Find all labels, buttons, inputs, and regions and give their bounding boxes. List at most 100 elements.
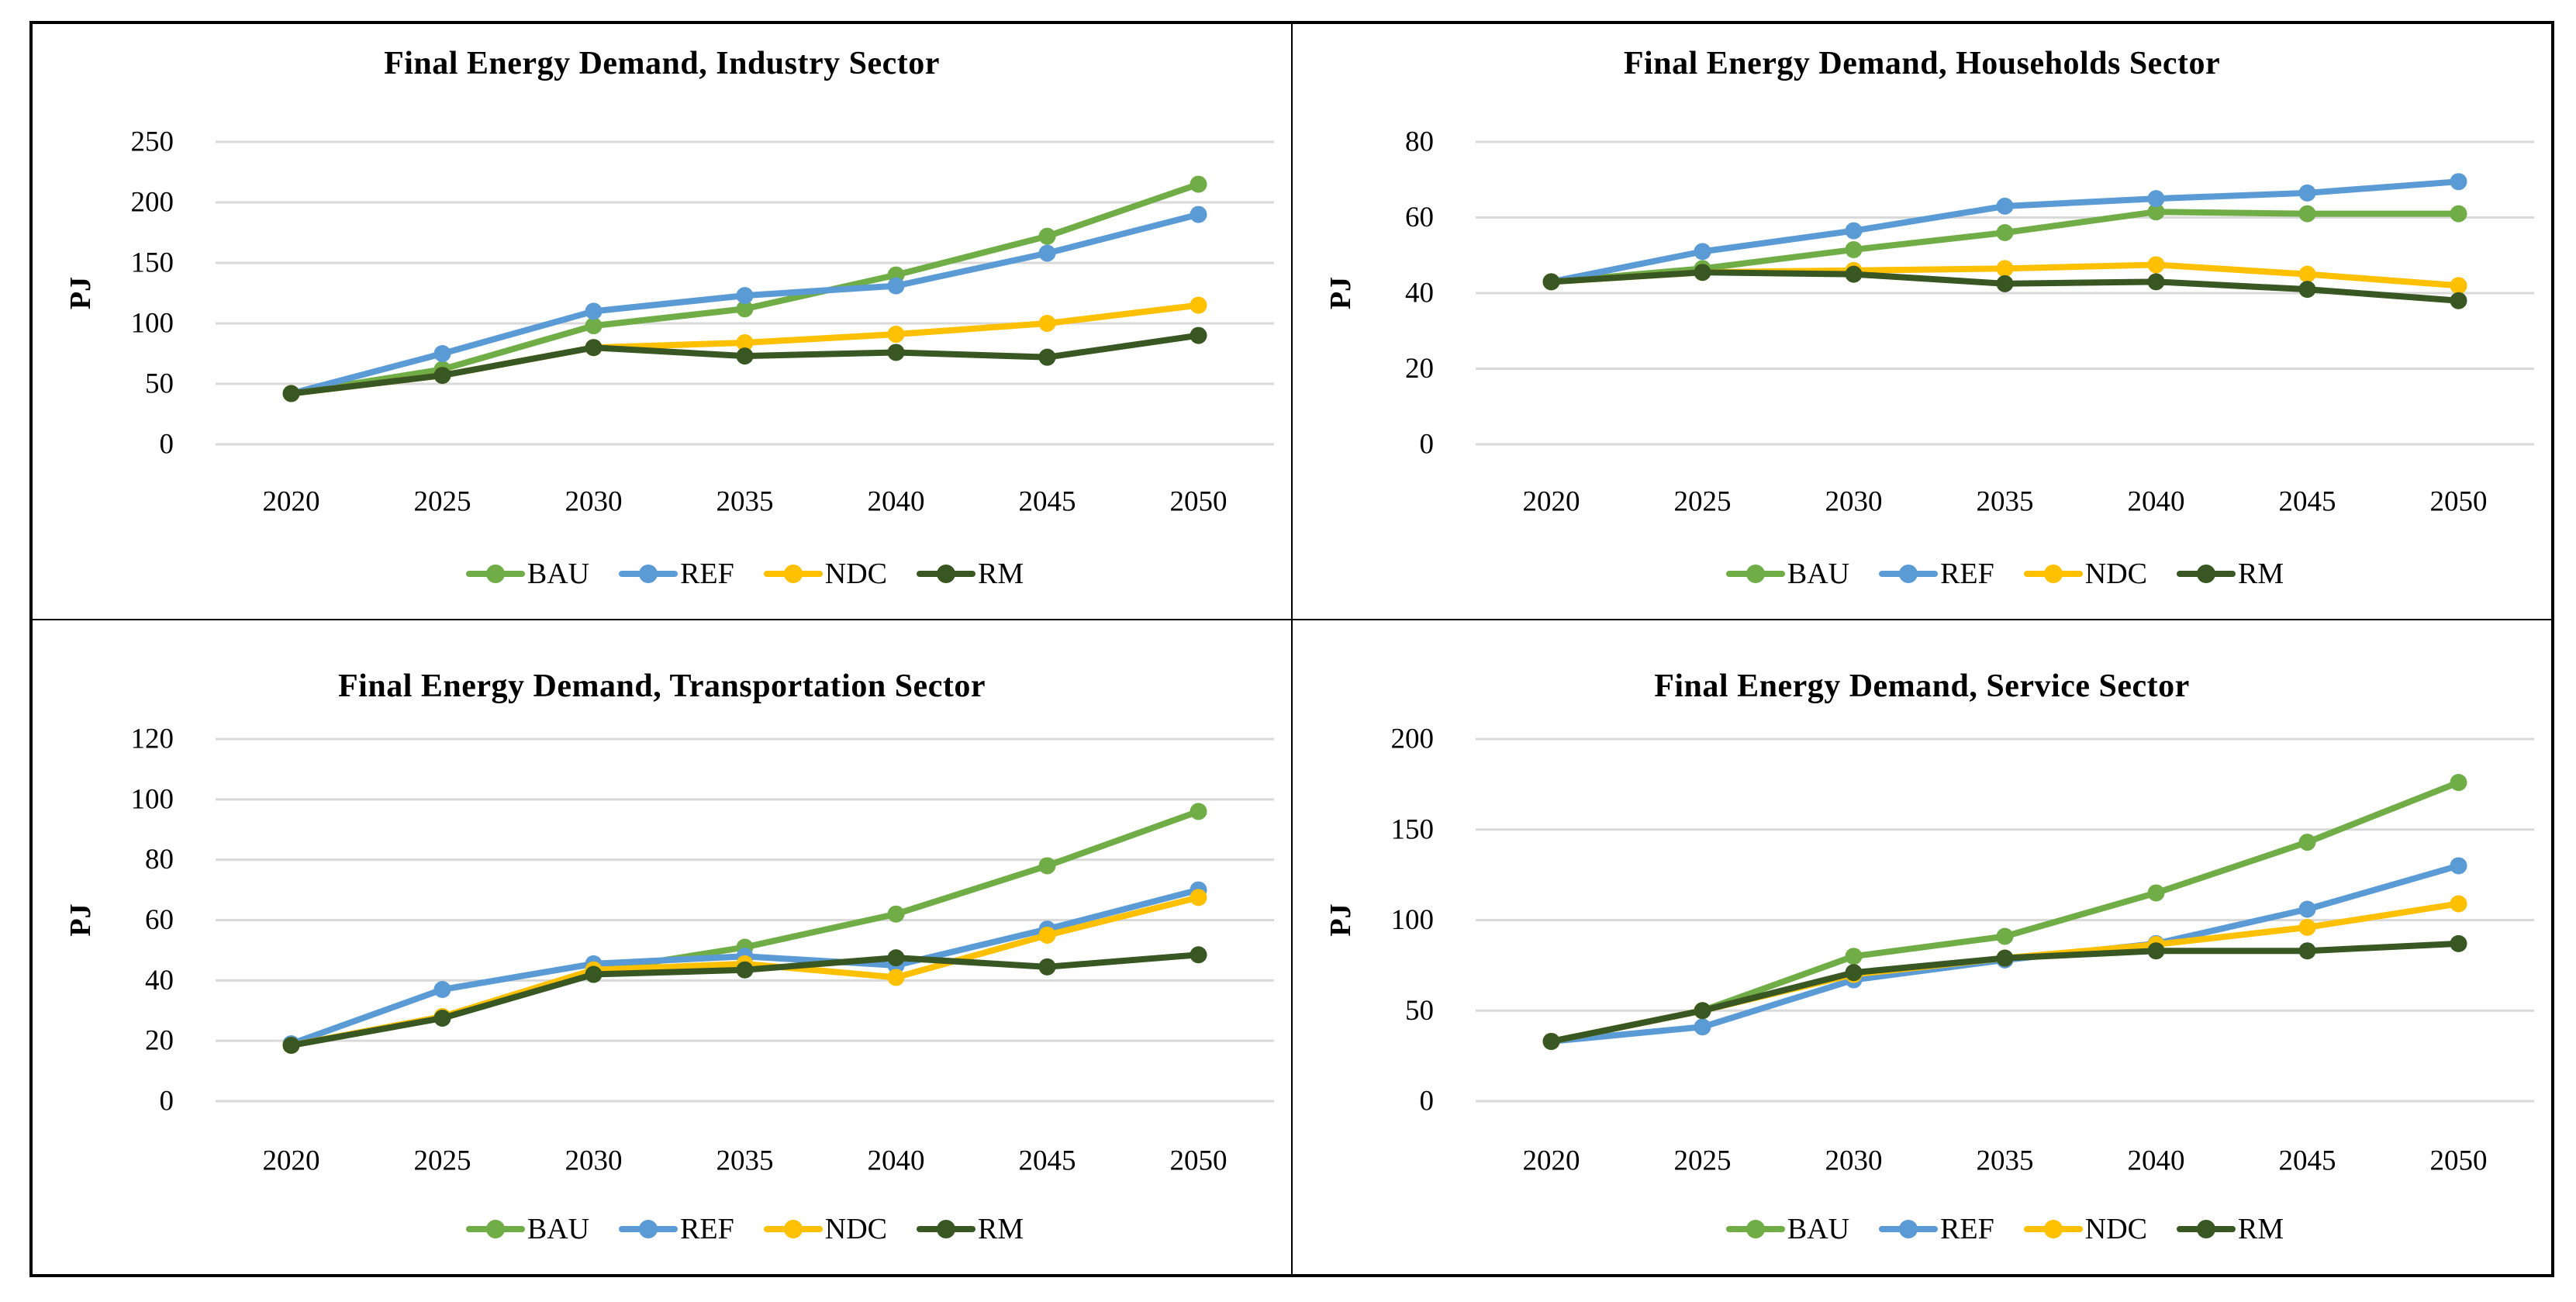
marker-rm [1542, 1032, 1560, 1050]
marker-ndc [1038, 926, 1056, 944]
chart-panel-service: 0 50 100 150 200 2020 2025 2030 2035 2040 2045 2050… [1293, 620, 2551, 1274]
x-tick-label: 2025 [1674, 486, 1732, 518]
x-tick-label: 2035 [717, 1145, 774, 1177]
legend-item-rm: RM [917, 557, 1024, 591]
x-tick-label: 2040 [2128, 1145, 2185, 1177]
x-tick-label: 2040 [2128, 486, 2185, 518]
series-line-ndc [1548, 900, 2462, 1045]
marker-rm [1845, 265, 1863, 283]
marker-bau [2298, 205, 2316, 223]
marker-ref [433, 981, 451, 999]
legend-item-bau: BAU [1725, 557, 1849, 591]
legend-label: BAU [527, 1213, 590, 1245]
marker-rm [433, 1009, 451, 1027]
y-tick-label: 50 [145, 368, 174, 400]
marker-rm [1190, 946, 1207, 964]
legend-item-ndc: NDC [2023, 557, 2148, 591]
chart-title: Final Energy Demand, Transportation Sect… [338, 668, 986, 704]
marker-ndc [2450, 277, 2467, 295]
legend-label: NDC [824, 558, 888, 590]
marker-rm [1845, 964, 1863, 982]
x-tick-label: 2050 [1170, 1145, 1228, 1177]
x-tick-label: 2035 [1977, 1145, 2034, 1177]
marker-rm [1190, 326, 1207, 344]
marker-rm [1038, 348, 1056, 366]
marker-ref [2147, 190, 2165, 208]
marker-rm [2450, 934, 2467, 952]
marker-ref [1190, 205, 1207, 223]
marker-ref [2298, 184, 2316, 202]
x-tick-label: 2020 [1523, 1145, 1580, 1177]
legend-item-bau: BAU [1725, 1212, 1850, 1246]
marker-bau [2450, 205, 2467, 223]
y-tick-label: 20 [145, 1025, 174, 1057]
marker-rm [2298, 281, 2316, 299]
marker-ref [2298, 900, 2316, 918]
y-tick-label: 100 [1391, 904, 1435, 936]
marker-bau [1996, 224, 2014, 241]
y-tick-label: 80 [1405, 126, 1434, 158]
chart-title: Final Energy Demand, Industry Sector [384, 46, 940, 81]
chart-title: Final Energy Demand, Households Sector [1623, 46, 2221, 81]
marker-ref [1694, 1018, 1711, 1036]
marker-rm [585, 339, 603, 357]
marker-bau [887, 905, 905, 923]
line-marker-icon [619, 1218, 679, 1240]
x-tick-label: 2045 [1019, 1145, 1076, 1177]
line-marker-icon [1879, 1218, 1939, 1240]
legend-label: BAU [1787, 1213, 1850, 1245]
marker-ndc [1038, 315, 1056, 332]
legend-label: RM [2238, 1213, 2284, 1245]
x-tick-label: 2020 [1523, 486, 1580, 518]
series-line-bau [1548, 779, 2462, 1045]
marker-ndc [1996, 260, 2014, 278]
y-tick-label: 150 [1391, 813, 1435, 845]
marker-bau [2298, 834, 2316, 851]
y-tick-label: 0 [1420, 429, 1435, 461]
y-tick-label: 80 [145, 844, 174, 875]
line-chart-service: 0 50 100 150 200 2020 2025 2030 2035 2040 2045 2050… [1324, 724, 2534, 1177]
marker-rm [1694, 1002, 1711, 1020]
y-axis-title: PJ [1324, 903, 1357, 936]
x-tick-label: 2025 [1674, 1145, 1732, 1177]
line-marker-icon [2023, 1218, 2083, 1240]
y-tick-label: 50 [1405, 995, 1434, 1027]
marker-ndc [1190, 889, 1207, 907]
legend-item-rm: RM [2177, 1212, 2284, 1246]
x-tick-label: 2035 [1977, 486, 2034, 518]
marker-bau [1996, 927, 2014, 945]
x-tick-label: 2030 [565, 1145, 623, 1177]
marker-rm [585, 965, 603, 983]
legend: BAU REF NDC RM [1476, 554, 2534, 594]
line-marker-icon [763, 1218, 823, 1240]
marker-rm [1542, 273, 1560, 291]
legend-label: NDC [2084, 558, 2148, 590]
legend-label: NDC [824, 1213, 888, 1245]
marker-ndc [887, 326, 905, 344]
y-tick-label: 100 [131, 308, 174, 340]
marker-ndc [736, 333, 754, 351]
chart-panel-industry: 0 50 100 150 200 250 2020 2025 2030 2035 2040 2045 2… [33, 24, 1293, 620]
marker-rm [1038, 958, 1056, 976]
legend-label: RM [2238, 558, 2284, 590]
marker-bau [1190, 175, 1207, 193]
x-tick-label: 2030 [1825, 1145, 1883, 1177]
marker-ndc [2147, 256, 2165, 274]
marker-ref [1038, 244, 1056, 262]
marker-bau [1845, 948, 1863, 965]
line-marker-icon [465, 1218, 525, 1240]
x-tick-label: 2030 [565, 486, 623, 518]
marker-rm [2147, 942, 2165, 960]
legend-item-ref: REF [619, 557, 734, 591]
chart-panel-transportation: 0 20 40 60 80 100 120 2020 2025 2030 2035 2040 2045 2… [33, 620, 1293, 1274]
y-tick-label: 20 [1405, 353, 1434, 385]
y-tick-label: 40 [1405, 278, 1434, 309]
marker-rm [1996, 949, 2014, 967]
marker-bau [1038, 857, 1056, 875]
marker-ref [585, 302, 603, 320]
marker-rm [282, 385, 300, 402]
y-tick-label: 150 [131, 247, 174, 279]
y-tick-label: 120 [131, 724, 174, 755]
